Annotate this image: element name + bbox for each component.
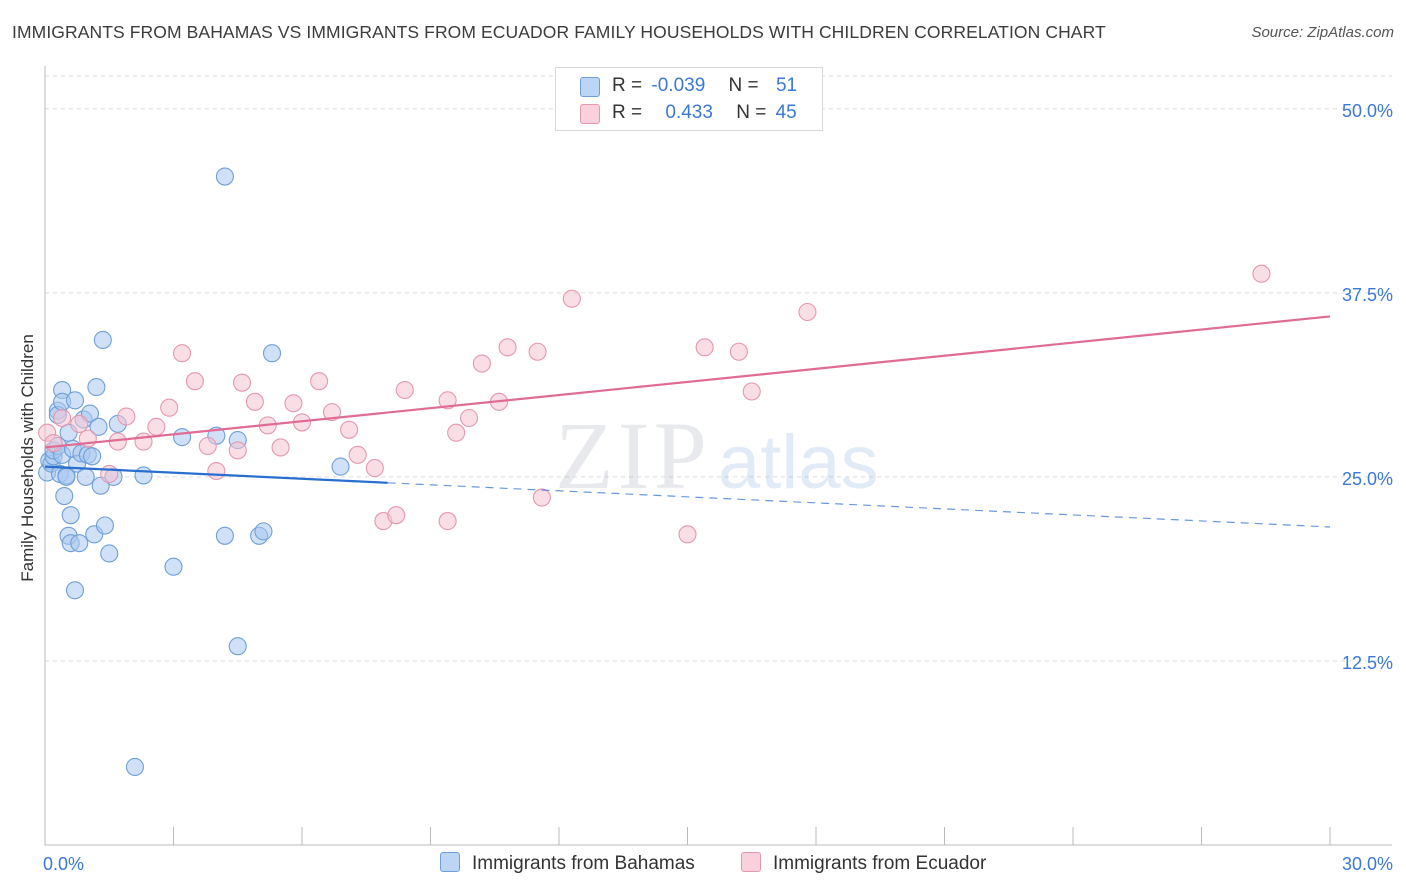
source-note: Source: ZipAtlas.com bbox=[1251, 24, 1394, 41]
y-tick-label: 12.5% bbox=[1342, 653, 1393, 673]
data-point bbox=[284, 394, 303, 413]
data-point bbox=[215, 526, 234, 545]
data-point bbox=[498, 338, 517, 357]
data-point bbox=[117, 407, 136, 426]
watermark-zip: ZIP bbox=[555, 402, 711, 509]
data-point bbox=[207, 461, 226, 481]
n-value: 45 bbox=[775, 102, 797, 123]
data-point bbox=[65, 581, 85, 600]
data-point bbox=[61, 506, 80, 525]
data-point bbox=[387, 506, 406, 525]
data-point bbox=[95, 516, 115, 535]
x-tick-label: 30.0% bbox=[1342, 854, 1393, 874]
data-point bbox=[87, 378, 106, 397]
data-point bbox=[70, 414, 89, 433]
n-label: N = bbox=[736, 102, 767, 123]
data-point bbox=[695, 338, 714, 357]
legend-label-ecuador: Immigrants from Ecuador bbox=[773, 853, 987, 874]
data-point bbox=[254, 522, 273, 541]
data-point bbox=[100, 544, 119, 563]
data-point bbox=[89, 417, 108, 436]
data-point bbox=[262, 344, 282, 363]
data-point bbox=[310, 372, 329, 391]
data-point bbox=[232, 373, 252, 392]
legend-swatch-pink bbox=[741, 852, 761, 872]
data-point bbox=[228, 441, 247, 460]
data-point bbox=[271, 438, 290, 457]
data-point bbox=[160, 398, 179, 417]
legend-item-ecuador: Immigrants from Ecuador bbox=[741, 852, 986, 875]
data-point bbox=[472, 354, 491, 373]
data-point bbox=[44, 433, 63, 453]
r-value: 0.433 bbox=[665, 102, 713, 123]
data-point bbox=[438, 391, 457, 410]
data-point bbox=[173, 428, 192, 447]
chart-title: IMMIGRANTS FROM BAHAMAS VS IMMIGRANTS FR… bbox=[12, 22, 1106, 42]
y-tick-label: 37.5% bbox=[1342, 285, 1393, 305]
r-label: R = bbox=[612, 102, 643, 123]
data-point bbox=[215, 167, 234, 186]
data-point bbox=[93, 330, 112, 350]
data-point bbox=[340, 420, 359, 439]
data-point bbox=[348, 445, 367, 464]
data-point bbox=[55, 486, 74, 506]
watermark-atlas: atlas bbox=[718, 420, 879, 505]
r-label: R = bbox=[612, 75, 643, 96]
data-point bbox=[678, 525, 697, 544]
legend-swatch-blue bbox=[440, 852, 460, 872]
trend-line-ecuador bbox=[44, 315, 1331, 449]
data-point bbox=[70, 534, 89, 553]
legend-item-bahamas: Immigrants from Bahamas bbox=[440, 852, 695, 875]
data-point bbox=[798, 302, 817, 322]
grid-layer bbox=[45, 75, 1392, 662]
y-tick-label: 25.0% bbox=[1342, 469, 1393, 489]
data-point bbox=[365, 459, 384, 478]
trend-line-bahamas bbox=[44, 465, 388, 484]
n-value: 51 bbox=[775, 75, 798, 96]
correlation-legend: R = -0.039 N = 51 R = 0.433 N = 45 bbox=[555, 67, 823, 131]
data-point bbox=[447, 423, 466, 442]
data-point bbox=[459, 408, 479, 428]
legend-label-bahamas: Immigrants from Bahamas bbox=[472, 853, 695, 874]
data-point bbox=[198, 436, 217, 456]
data-point bbox=[185, 372, 204, 391]
watermark: ZIP atlas bbox=[555, 402, 879, 509]
n-label: N = bbox=[728, 75, 759, 96]
legend-swatch-pink bbox=[580, 104, 600, 124]
data-point bbox=[562, 289, 581, 308]
data-point bbox=[528, 342, 547, 361]
data-point bbox=[532, 488, 551, 507]
data-point bbox=[395, 380, 414, 400]
data-point bbox=[125, 757, 144, 777]
data-point bbox=[147, 417, 166, 436]
data-point bbox=[134, 432, 153, 451]
trend-layer bbox=[44, 315, 1331, 528]
points-layer bbox=[38, 167, 1271, 777]
trend-line-bahamas-extension bbox=[387, 482, 1331, 528]
data-point bbox=[164, 557, 183, 576]
data-point bbox=[100, 464, 119, 484]
legend-swatch-blue bbox=[580, 77, 600, 97]
data-point bbox=[742, 382, 761, 401]
data-point bbox=[438, 512, 457, 531]
x-tick-label: 0.0% bbox=[43, 854, 84, 874]
data-point bbox=[53, 408, 72, 428]
data-point bbox=[76, 467, 95, 486]
data-point bbox=[322, 403, 342, 422]
data-point bbox=[134, 466, 153, 485]
data-point bbox=[173, 344, 192, 363]
data-point bbox=[228, 637, 247, 656]
r-value: -0.039 bbox=[651, 75, 706, 96]
data-point bbox=[1252, 264, 1271, 283]
data-point bbox=[83, 447, 102, 466]
tick-labels: 12.5% 25.0% 37.5% 50.0% 0.0% 30.0% bbox=[43, 101, 1393, 874]
data-point bbox=[729, 342, 748, 361]
y-tick-label: 50.0% bbox=[1342, 101, 1393, 121]
data-point bbox=[245, 392, 264, 411]
data-point bbox=[65, 391, 85, 410]
data-point bbox=[331, 457, 350, 476]
